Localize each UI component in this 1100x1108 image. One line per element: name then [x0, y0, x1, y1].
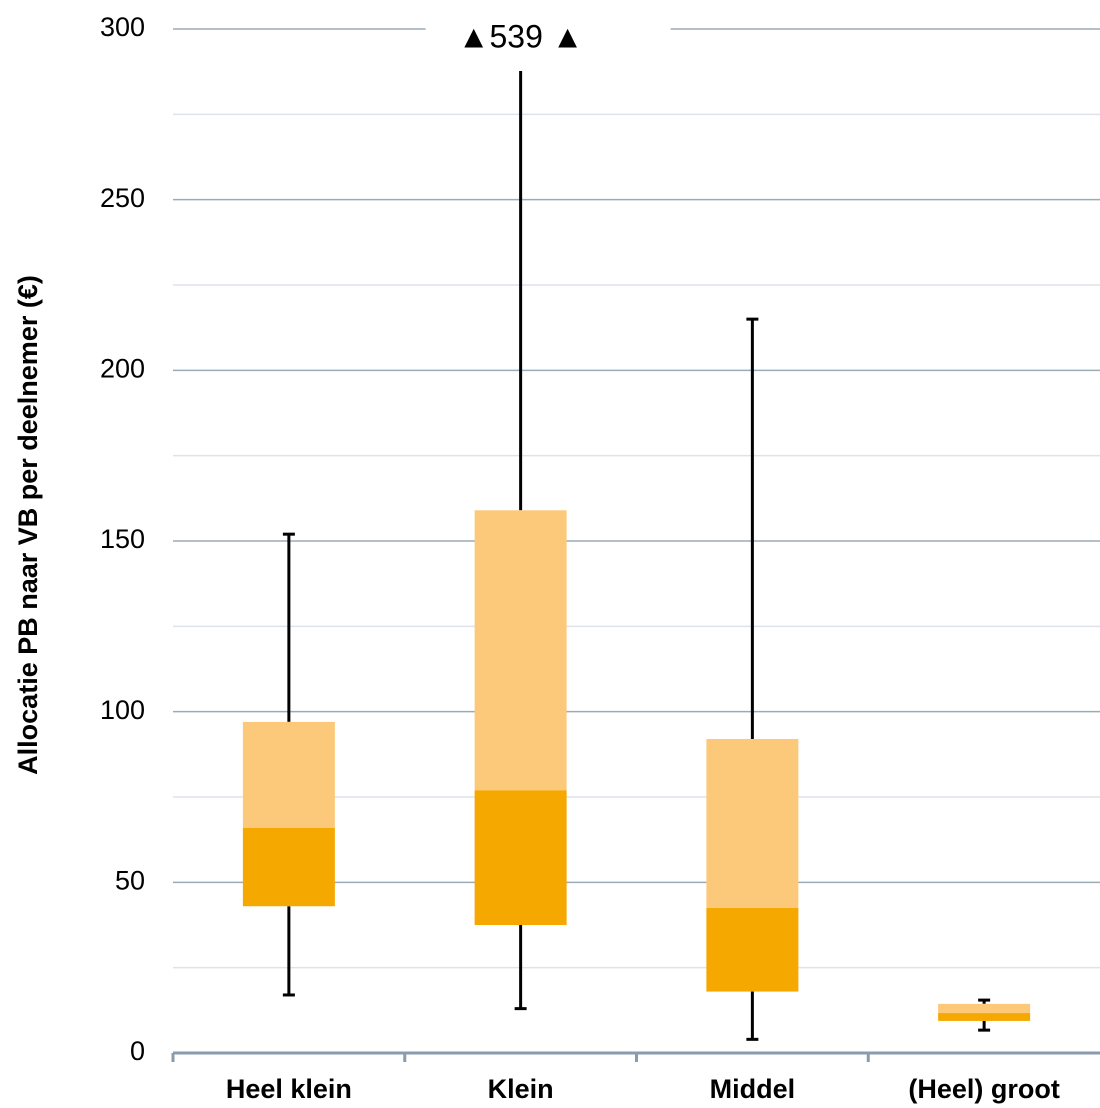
y-tick-label: 100: [100, 695, 145, 725]
box-lower: [938, 1013, 1031, 1021]
y-axis-label: Allocatie PB naar VB per deelnemer (€): [13, 275, 43, 775]
annotation: ▲539 ▲: [458, 18, 584, 54]
box-lower: [706, 907, 799, 992]
y-tick-label: 200: [100, 353, 145, 383]
box-upper: [474, 510, 567, 791]
annotation-backdrop: [425, 15, 671, 43]
y-tick-label: 150: [100, 524, 145, 554]
y-tick-label: 0: [130, 1036, 145, 1066]
box-upper: [242, 721, 335, 828]
box-lower: [242, 827, 335, 907]
x-tick-label: Klein: [488, 1074, 554, 1104]
x-tick-label: Heel klein: [226, 1074, 352, 1104]
x-tick-label: Middel: [710, 1074, 796, 1104]
box-upper: [706, 738, 799, 908]
y-tick-label: 50: [115, 865, 145, 895]
y-tick-label: 250: [100, 183, 145, 213]
y-tick-label: 300: [100, 12, 145, 42]
box-upper: [938, 1003, 1031, 1014]
x-tick-label: (Heel) groot: [908, 1074, 1060, 1104]
box-lower: [474, 790, 567, 925]
